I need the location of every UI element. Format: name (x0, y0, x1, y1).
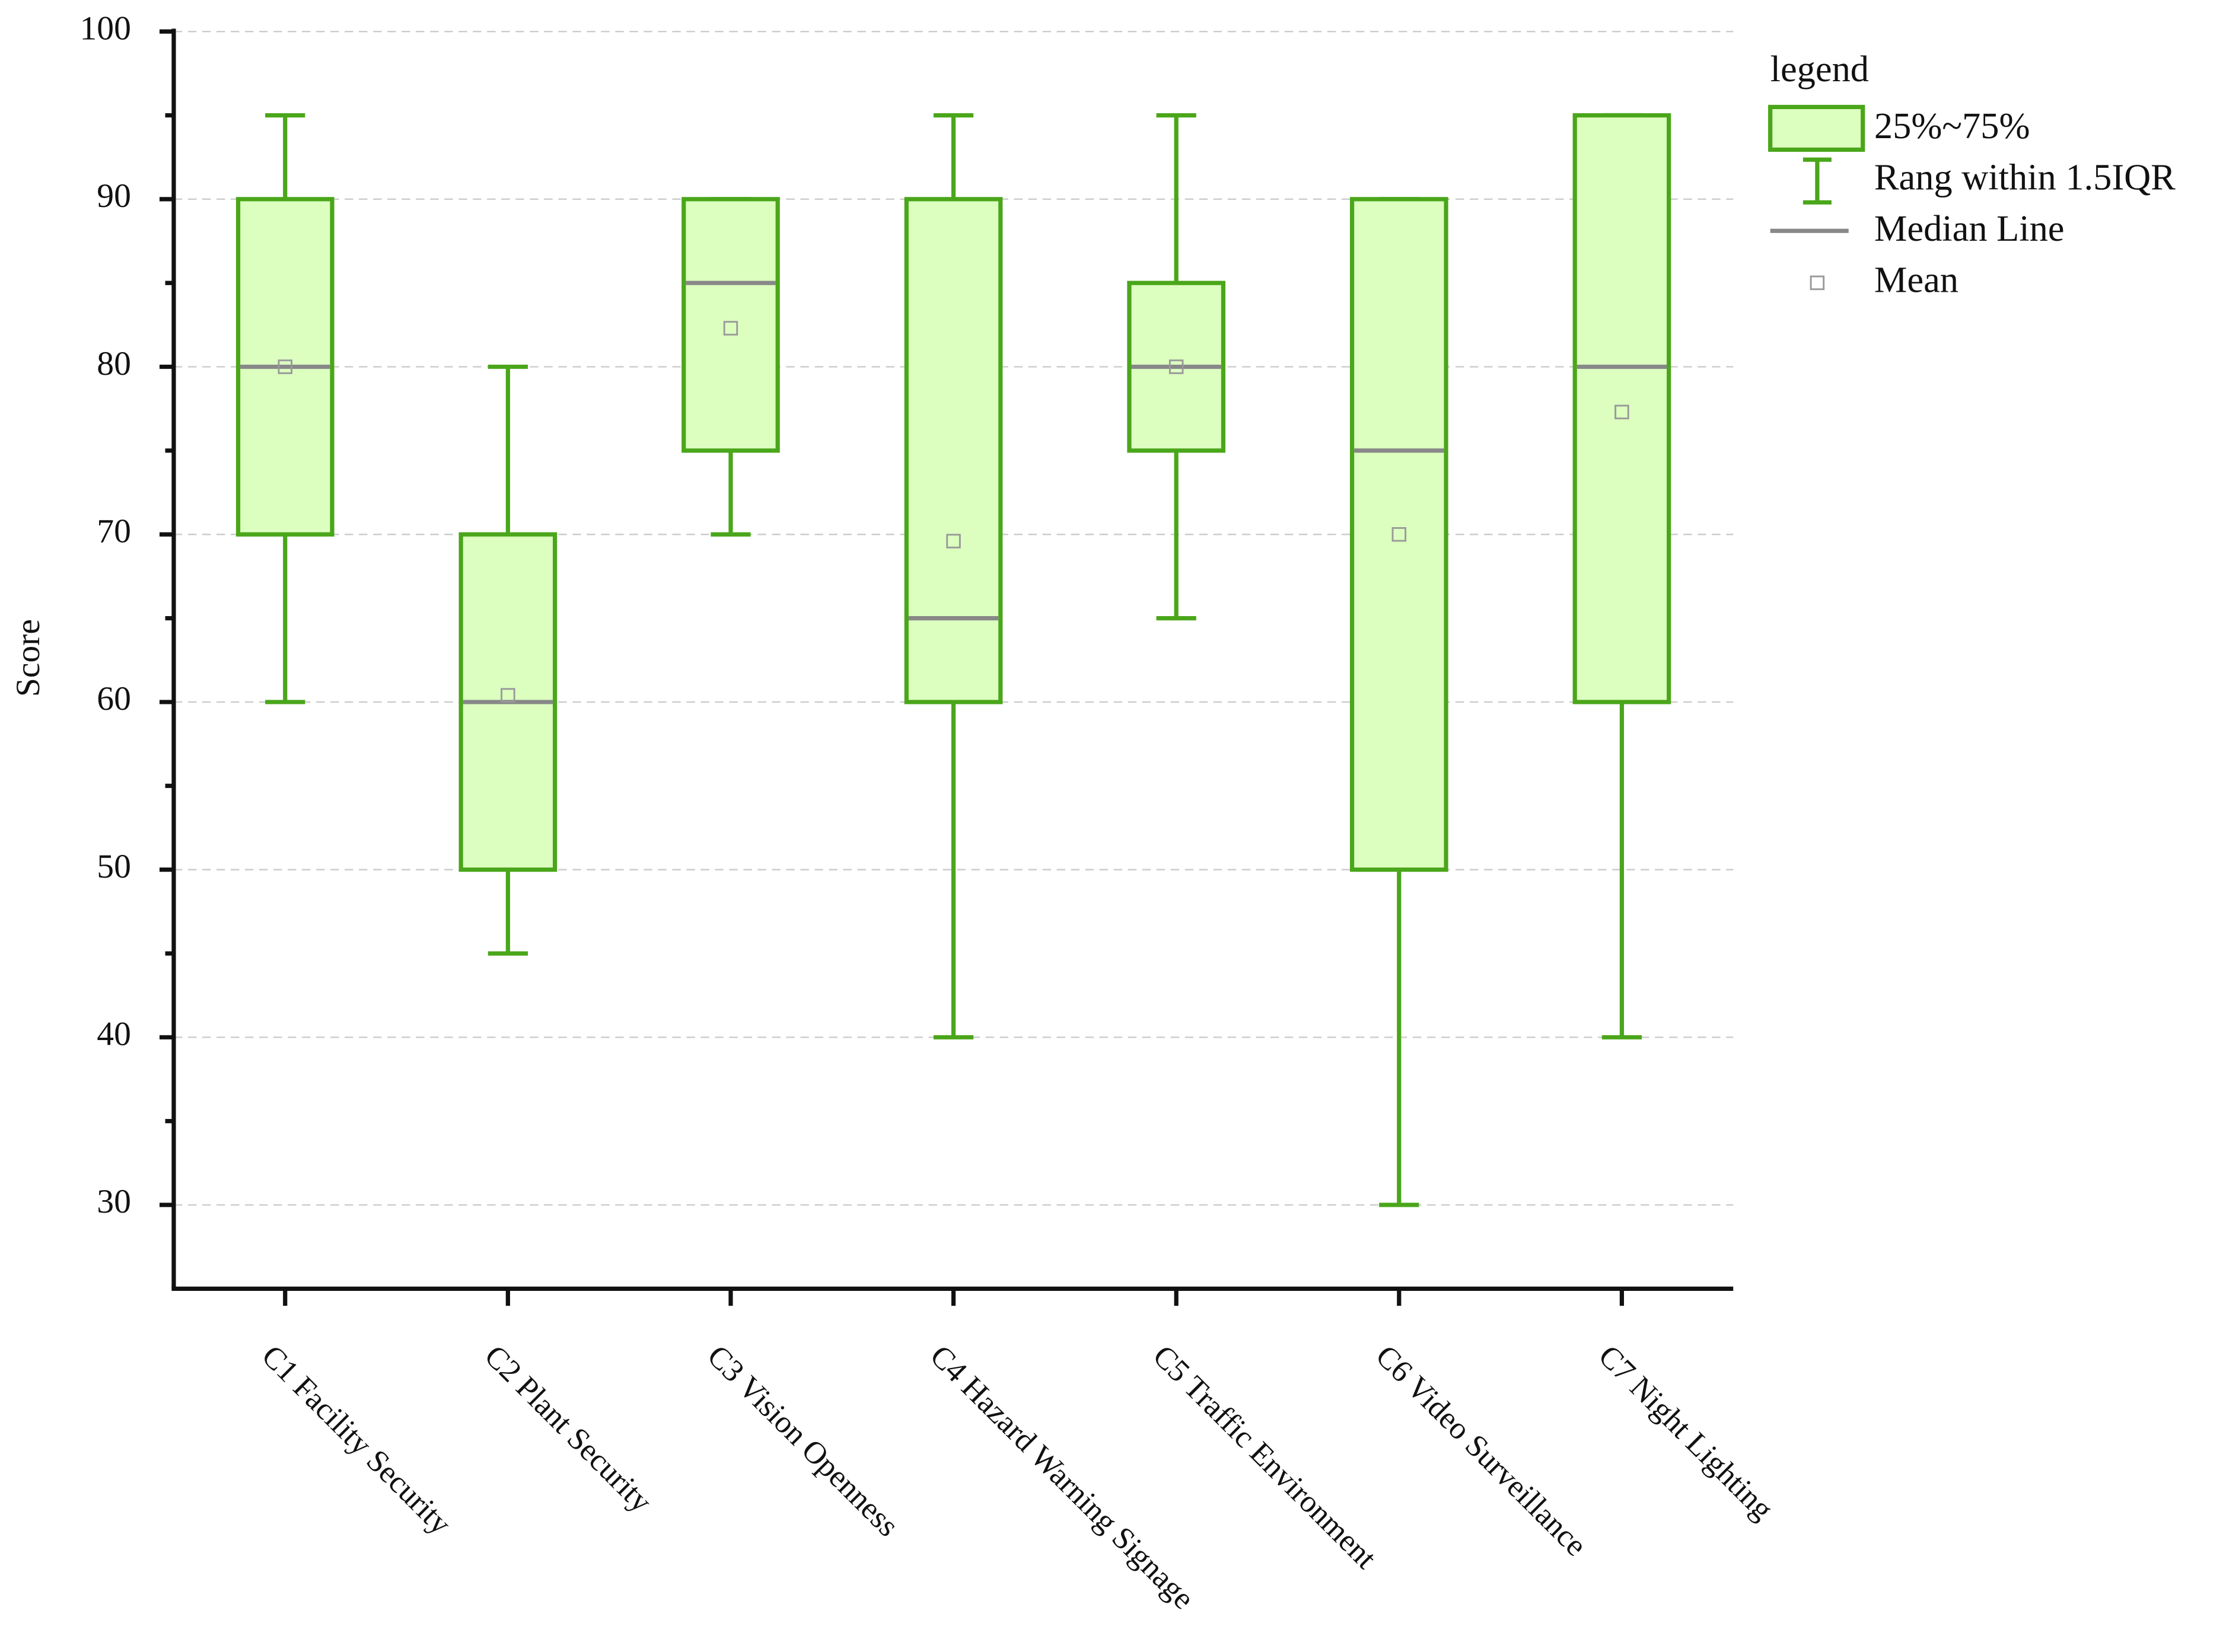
legend-label: Rang within 1.5IQR (1874, 157, 2176, 198)
mean-marker (1168, 359, 1184, 374)
x-tick-label: C4 Hazard Warning Signage (923, 1338, 1201, 1616)
y-tick-label: 80 (97, 345, 131, 382)
mean-marker (946, 534, 961, 548)
mean-marker (723, 321, 738, 336)
legend-label: 25%~75% (1874, 105, 2030, 146)
y-tick-label: 40 (97, 1016, 131, 1053)
box (1349, 197, 1448, 872)
x-tick-label: C1 Facility Security (255, 1338, 458, 1541)
y-tick-label: 90 (97, 177, 131, 215)
box (904, 197, 1003, 704)
x-tick-label: C2 Plant Security (478, 1338, 659, 1519)
y-tick-label: 70 (97, 512, 131, 550)
x-tick-label: C5 Traffic Environment (1147, 1338, 1383, 1575)
legend-mean (1810, 275, 1825, 291)
legend-box (1768, 104, 1865, 152)
mean-marker (501, 688, 515, 703)
y-tick-label: 100 (79, 9, 130, 47)
x-tick-label: C6 Video Surveillance (1369, 1338, 1593, 1562)
y-tick-label: 60 (97, 680, 131, 717)
y-tick-label: 50 (97, 848, 131, 885)
y-axis-label: Score (9, 619, 47, 697)
mean-marker (278, 359, 292, 374)
x-tick-label: C3 Vision Openness (700, 1338, 905, 1543)
y-tick-label: 30 (97, 1183, 131, 1220)
box (1572, 113, 1671, 704)
legend-title: legend (1770, 48, 1869, 90)
x-tick-label: C7 Night Lighting (1592, 1338, 1780, 1526)
mean-marker (1391, 527, 1407, 542)
mean-marker (1614, 404, 1629, 420)
legend-label: Mean (1874, 259, 1959, 300)
box (682, 197, 780, 453)
legend-label: Median Line (1874, 208, 2065, 249)
